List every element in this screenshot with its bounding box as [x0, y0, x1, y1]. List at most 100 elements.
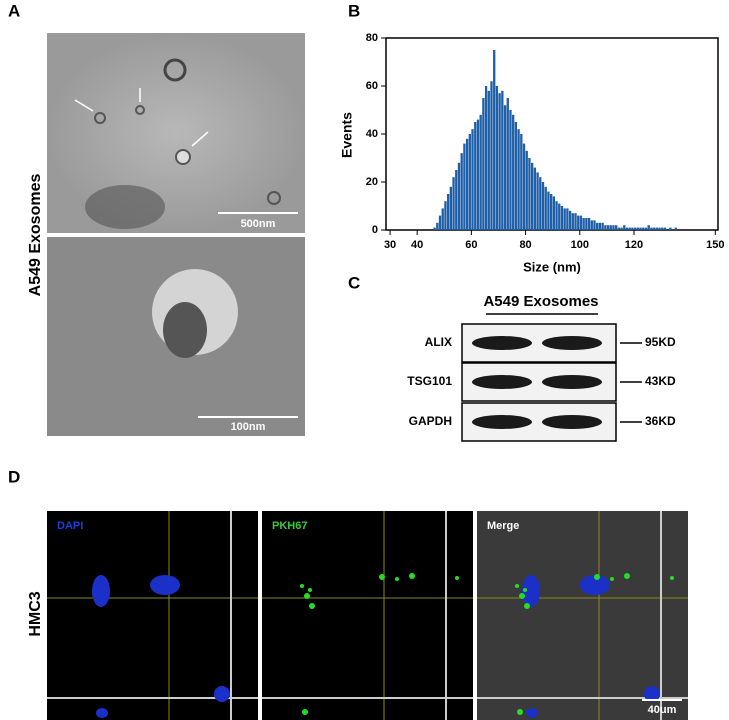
x-tick-label: 60: [465, 239, 477, 251]
bar: [647, 225, 650, 230]
vesicle: [175, 149, 191, 165]
side-label: HMC3: [27, 591, 44, 636]
vesicle-core: [163, 302, 207, 358]
bar: [514, 122, 518, 230]
nucleus: [92, 575, 110, 607]
y-tick-label: 80: [366, 32, 378, 44]
bar: [593, 220, 596, 230]
protein-label: GAPDH: [409, 414, 452, 428]
bar: [517, 129, 520, 230]
bar: [555, 201, 558, 230]
bar: [441, 208, 444, 230]
y-axis-label: Events: [339, 112, 355, 158]
nucleus: [580, 575, 610, 595]
bar: [452, 177, 455, 230]
bar: [620, 227, 623, 230]
bar: [563, 208, 566, 230]
pkh67-spot: [517, 709, 523, 715]
nucleus: [214, 686, 230, 702]
bar: [639, 227, 642, 230]
x-tick-label: 150: [706, 239, 724, 251]
fluorescence-image: [262, 511, 473, 720]
bar: [449, 186, 452, 230]
bar: [438, 215, 442, 230]
bar: [547, 191, 550, 230]
bar: [661, 227, 664, 230]
bar: [658, 227, 661, 230]
bar: [663, 227, 667, 230]
bar: [479, 114, 482, 230]
bar: [433, 227, 436, 230]
bar: [528, 158, 531, 230]
bar: [533, 167, 537, 230]
pkh67-spot: [308, 588, 312, 592]
band: [472, 415, 532, 429]
pkh67-spot: [309, 603, 315, 609]
x-tick-label: 40: [411, 239, 423, 251]
pkh67-spot: [594, 574, 600, 580]
fluorescence-image: [47, 511, 258, 720]
pkh67-spot: [515, 584, 519, 588]
x-tick-label: 100: [571, 239, 589, 251]
bar: [495, 86, 499, 230]
bar: [609, 225, 612, 230]
bar: [503, 105, 507, 230]
bar: [606, 225, 610, 230]
nucleus: [526, 708, 538, 718]
scale-label: 40um: [648, 704, 677, 716]
bar: [571, 213, 574, 230]
bar: [471, 129, 474, 230]
bar: [468, 134, 471, 230]
bar: [652, 227, 656, 230]
bar: [560, 206, 564, 230]
marker-label: 43KD: [645, 374, 676, 388]
pkh67-spot: [519, 593, 525, 599]
bar: [577, 215, 580, 230]
panel-label: D: [8, 467, 20, 486]
x-tick-label: 80: [519, 239, 531, 251]
scale-label: 100nm: [231, 421, 266, 433]
bar: [520, 134, 523, 230]
bar: [541, 182, 545, 230]
panel-label: B: [348, 1, 360, 20]
y-tick-label: 0: [372, 224, 378, 236]
bar: [579, 215, 583, 230]
side-label: A549 Exosomes: [27, 174, 44, 297]
y-tick-label: 20: [366, 176, 378, 188]
bar: [530, 162, 534, 230]
pkh67-spot: [610, 577, 614, 581]
bar: [582, 218, 585, 230]
arrow: [74, 99, 94, 112]
bar: [655, 227, 658, 230]
bar: [460, 153, 463, 230]
stain: [85, 185, 165, 229]
bar: [455, 170, 458, 230]
vesicle: [135, 105, 145, 115]
bar: [487, 90, 490, 230]
channel-label: Merge: [487, 520, 519, 532]
bar: [631, 227, 634, 230]
bar: [585, 218, 588, 230]
nucleus: [522, 575, 540, 607]
marker-label: 95KD: [645, 335, 676, 349]
bar: [446, 194, 450, 230]
bar: [463, 143, 466, 230]
protein-label: TSG101: [407, 374, 452, 388]
bar: [574, 213, 577, 230]
bar: [642, 227, 645, 230]
x-tick-label: 120: [625, 239, 643, 251]
protein-label: ALIX: [425, 335, 452, 349]
bar: [544, 186, 547, 230]
x-axis-label: Size (nm): [523, 259, 581, 274]
scale-label: 500nm: [241, 218, 276, 230]
bar: [625, 227, 629, 230]
band: [542, 415, 602, 429]
bar: [623, 225, 626, 230]
bar: [512, 114, 515, 230]
panel-label: C: [348, 273, 360, 292]
channel-label: PKH67: [272, 520, 307, 532]
y-tick-label: 40: [366, 128, 378, 140]
bar: [669, 227, 672, 230]
bar: [525, 150, 528, 230]
y-tick-label: 60: [366, 80, 378, 92]
